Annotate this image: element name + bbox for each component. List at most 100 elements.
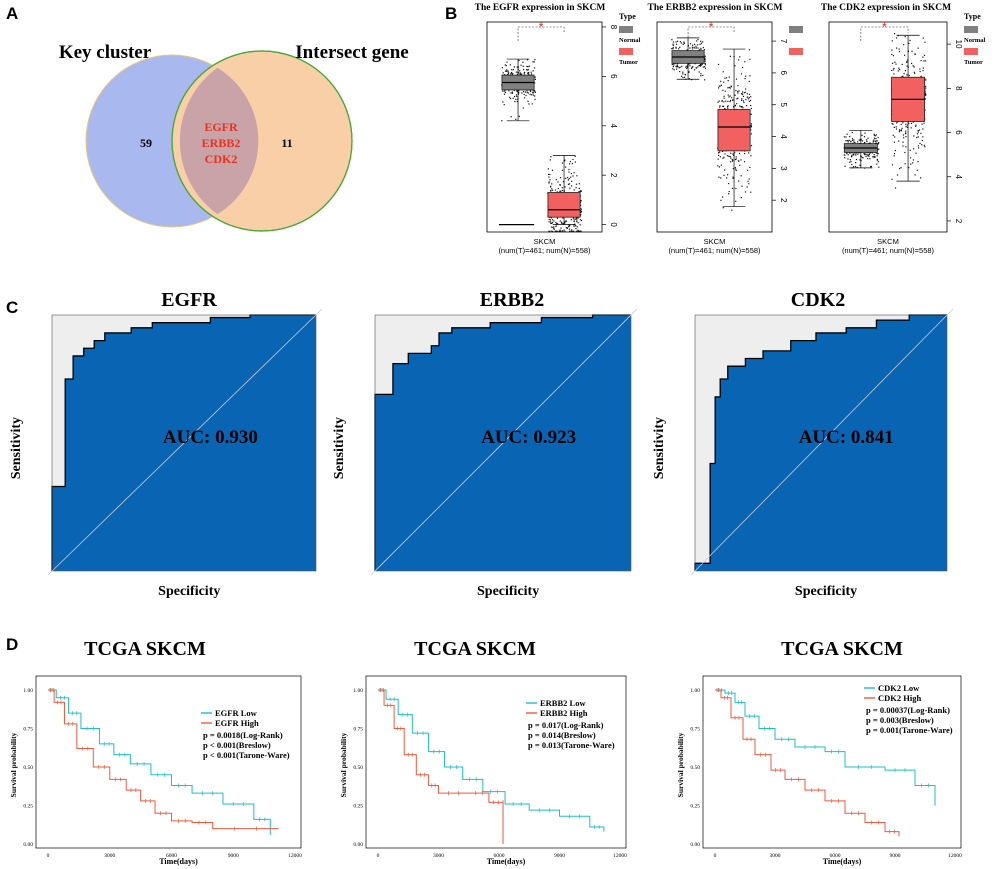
- box-point-normal: [506, 69, 508, 71]
- box-point-tumor: [911, 50, 913, 52]
- km-xtick-label: 3000: [770, 853, 781, 859]
- box-point-normal: [673, 64, 675, 66]
- boxplot-erbb2: The ERBB2 expression in SKCM 2 3 4 5 6 7 * SKCM(…: [648, 3, 803, 255]
- km-xlabel: Time(days): [823, 857, 862, 866]
- box-point-normal: [517, 72, 520, 74]
- box-point-tumor: [908, 42, 910, 45]
- box-point-tumor: [750, 123, 753, 125]
- box-point-normal: [503, 104, 505, 106]
- box-point-tumor: [724, 169, 726, 171]
- box-point-tumor: [923, 144, 925, 146]
- box-point-normal: [859, 139, 861, 141]
- km-xtick-label: 3000: [433, 853, 444, 859]
- box-point-normal: [522, 90, 525, 93]
- box-point-normal: [693, 69, 696, 71]
- box-point-tumor: [551, 222, 553, 225]
- box-point-tumor: [896, 122, 898, 124]
- box-point-tumor: [572, 217, 574, 219]
- box-point-tumor: [574, 223, 576, 225]
- box-ytick-label: 0: [609, 222, 618, 227]
- box-point-tumor: [549, 179, 551, 181]
- km-ytick-label: 0.00: [690, 842, 700, 848]
- box-point-tumor: [572, 158, 574, 161]
- box-point-normal: [851, 154, 853, 156]
- box-point-normal: [865, 139, 868, 141]
- box-point-tumor: [740, 197, 742, 199]
- box-point-tumor: [912, 65, 914, 67]
- box-point-tumor: [567, 179, 569, 181]
- km-stat: p = 0.014(Breslow): [528, 730, 596, 740]
- box-point-tumor: [564, 186, 566, 188]
- box-point-tumor: [750, 96, 752, 98]
- box-point-tumor: [894, 187, 897, 189]
- box-point-normal: [699, 63, 702, 66]
- box-point-normal: [851, 155, 853, 157]
- box-legend-title: Type: [964, 12, 981, 21]
- box-point-tumor: [898, 140, 900, 142]
- box-point-normal: [532, 61, 534, 63]
- km-stat: p < 0.001(Breslow): [203, 740, 271, 750]
- roc-curve: [694, 314, 947, 571]
- box-point-normal: [687, 66, 689, 69]
- box-point-normal: [521, 73, 523, 75]
- box-point-tumor: [560, 227, 562, 229]
- box-point-normal: [509, 64, 511, 66]
- box-point-normal: [854, 141, 856, 144]
- box-point-tumor: [548, 230, 550, 232]
- box-point-normal: [511, 92, 513, 94]
- box-point-tumor: [722, 89, 724, 92]
- box-point-tumor: [579, 219, 581, 221]
- box-sig-bracket: [687, 26, 735, 41]
- roc-cdk2: CDK2 AUC: 0.841 Specificity Sensitivity: [652, 289, 954, 599]
- box-point-tumor: [554, 189, 557, 191]
- box-point-normal: [704, 67, 707, 69]
- box-point-normal: [849, 152, 851, 154]
- box-point-normal: [863, 153, 865, 155]
- box-point-tumor: [728, 193, 730, 195]
- km-xtick-label: 3000: [104, 853, 115, 859]
- box-point-normal: [679, 41, 682, 43]
- venn-gene-cdk2: CDK2: [205, 152, 238, 166]
- box-legend-swatch: [619, 48, 633, 55]
- box-point-tumor: [737, 90, 739, 93]
- panel-letter-c: C: [6, 298, 18, 317]
- box-point-normal: [866, 140, 868, 143]
- box-point-normal: [532, 94, 535, 96]
- km-ytick-label: 0.00: [23, 842, 33, 848]
- box-point-tumor: [718, 151, 721, 153]
- box-point-tumor: [550, 222, 552, 225]
- box-point-tumor: [916, 133, 919, 135]
- box-point-tumor: [550, 230, 552, 232]
- roc-ylabel: Sensitivity: [9, 417, 24, 479]
- box-point-tumor: [750, 144, 753, 147]
- box-point-tumor: [741, 91, 744, 93]
- box-point-tumor: [550, 226, 553, 228]
- box-point-tumor: [551, 219, 554, 221]
- box-point-normal: [511, 91, 514, 93]
- km-ytick-label: 0.25: [353, 804, 363, 810]
- km-stat: p = 0.013(Tarone-Ware): [528, 740, 615, 750]
- box-point-tumor: [908, 122, 910, 124]
- box-point-tumor: [741, 98, 743, 100]
- box-point-normal: [511, 73, 514, 75]
- km-stat: p = 0.0018(Log-Rank): [203, 730, 283, 740]
- box-point-normal: [672, 48, 674, 50]
- box-point-tumor: [914, 53, 916, 55]
- box-point-normal: [506, 61, 508, 63]
- box-point-tumor: [718, 176, 720, 178]
- box-ytick-label: 4: [609, 124, 618, 129]
- box-point-tumor: [728, 86, 730, 89]
- box-point-tumor: [734, 105, 736, 107]
- box-point-tumor: [921, 144, 923, 146]
- box-point-tumor: [729, 87, 731, 89]
- box-point-tumor: [902, 122, 904, 124]
- box-point-tumor: [729, 161, 732, 163]
- box-point-tumor: [894, 136, 896, 138]
- box-point-normal: [516, 95, 518, 98]
- km-xlabel: Time(days): [487, 857, 526, 866]
- box-point-normal: [672, 44, 674, 46]
- box-point-tumor: [721, 196, 724, 198]
- box-ytick-label: 7: [779, 39, 788, 44]
- box-point-tumor: [924, 93, 927, 96]
- roc-curve: [51, 314, 316, 571]
